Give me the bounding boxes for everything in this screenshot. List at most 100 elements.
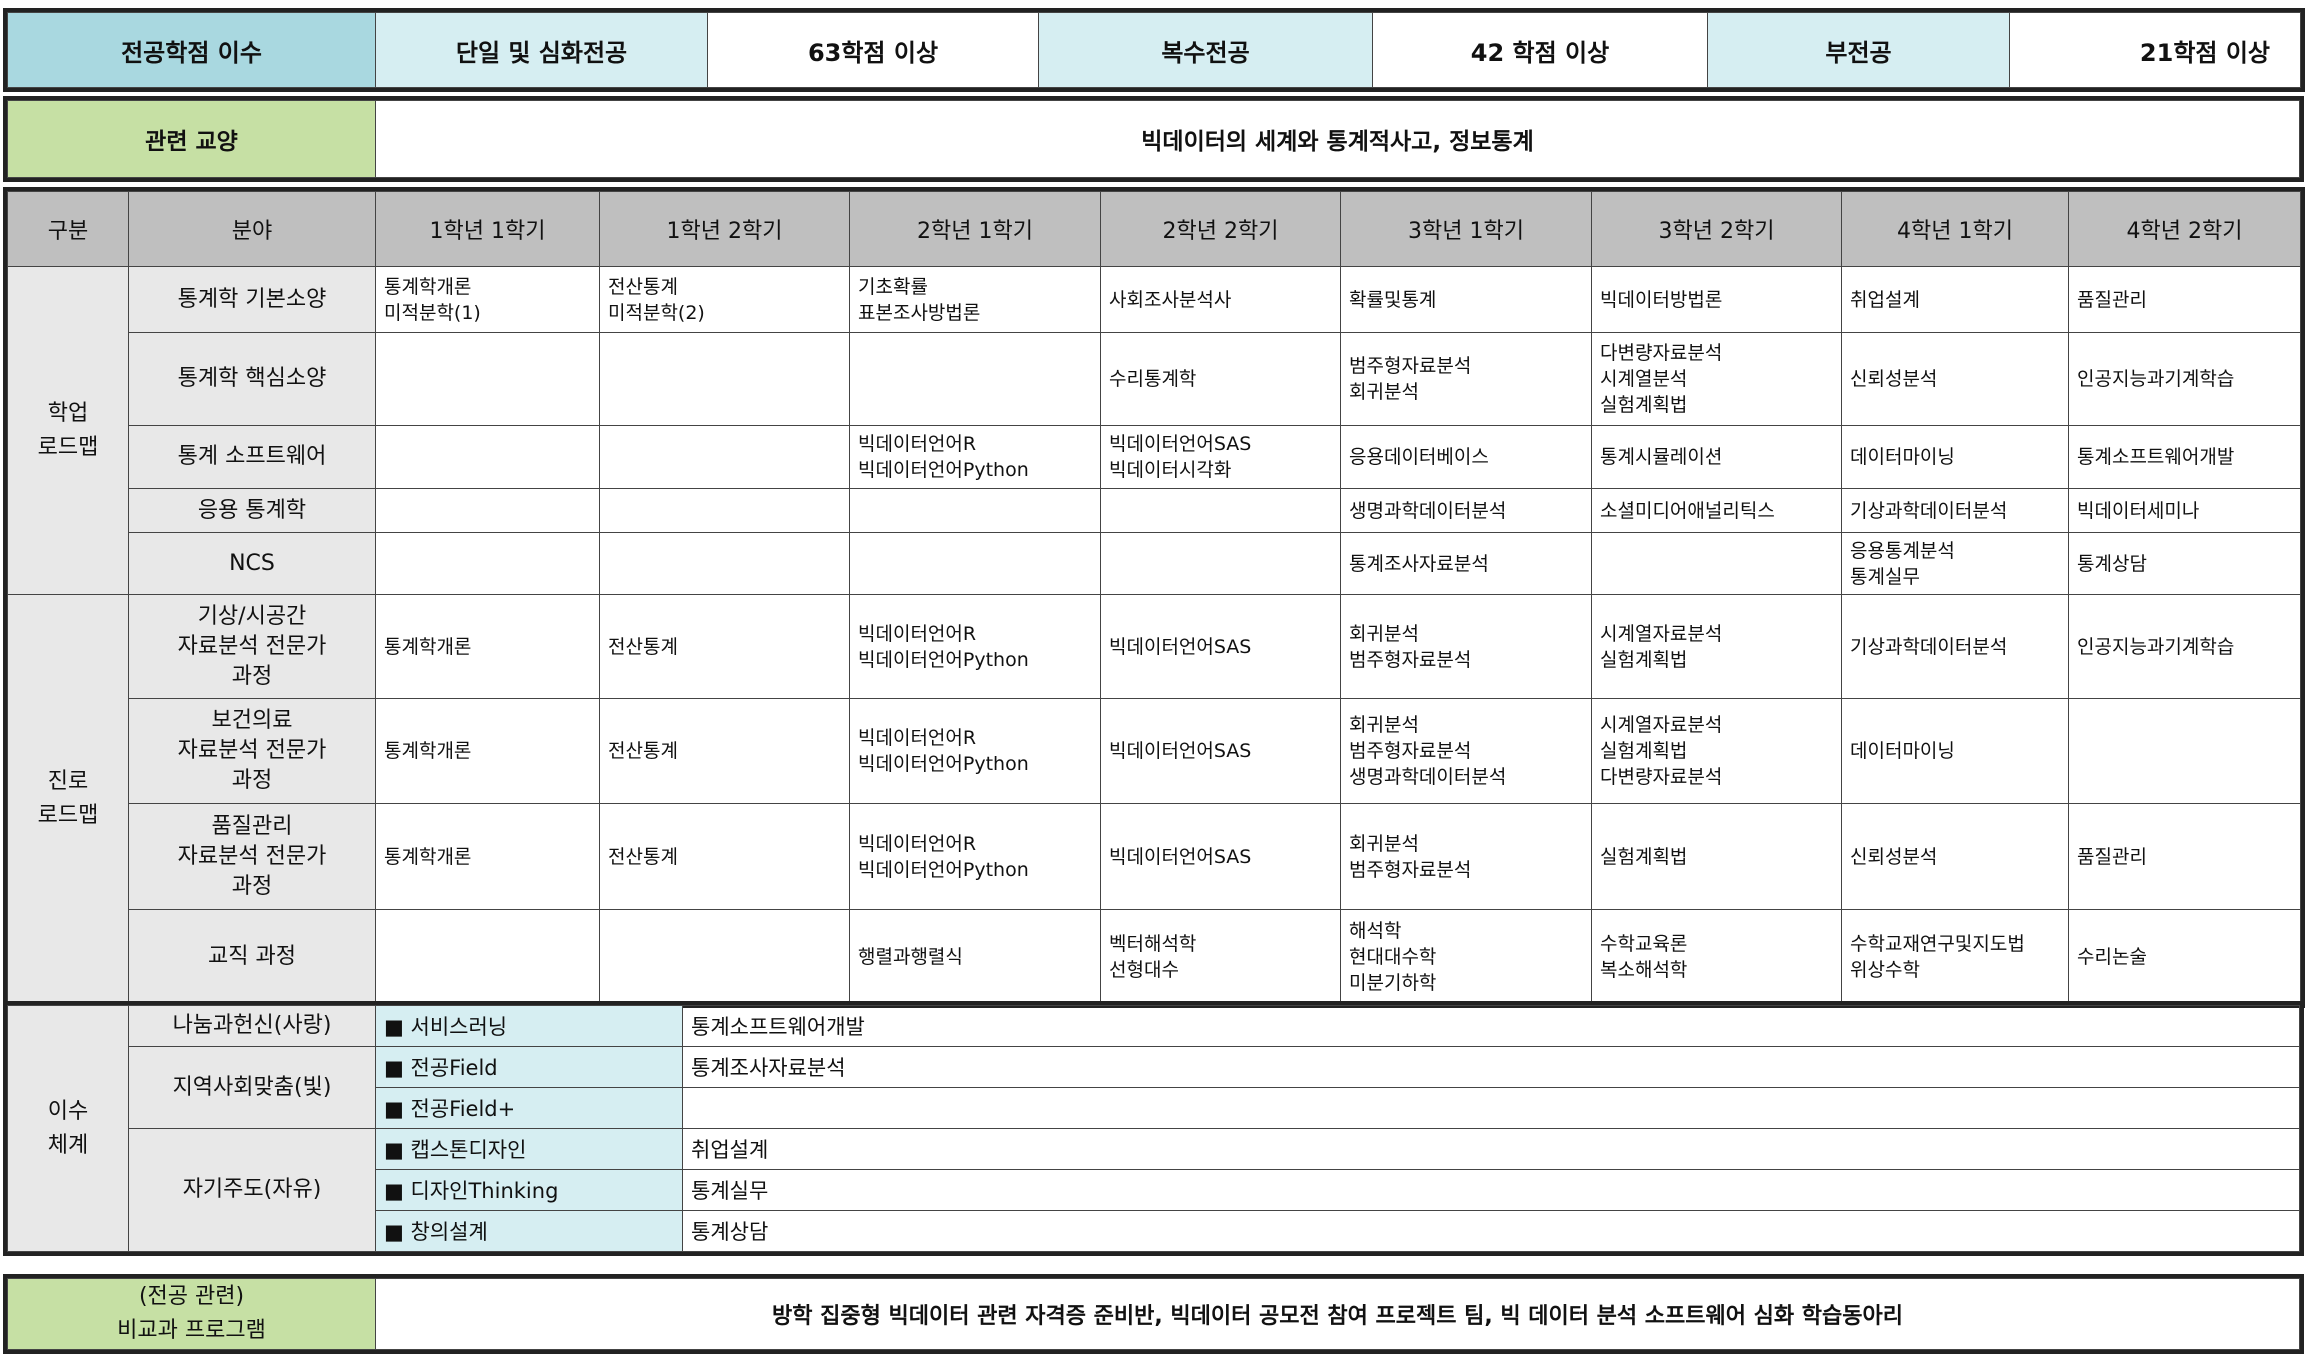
course-cell: 행렬과행렬식 [849,909,1101,1004]
extracurricular-label-line: 비교과 프로그램 [117,1318,266,1343]
course-cell: 소셜미디어애널리틱스 [1591,488,1842,533]
course-cell: 빅데이터세미나 [2068,488,2301,533]
cell-line: 통계학 핵심소양 [177,366,327,391]
course-cell [849,532,1101,595]
cell-line: 빅데이터시각화 [1109,459,1232,481]
course-cell: 통계학개론 미적분학(1) [375,266,600,333]
roadmap-row: 교직 과정 행렬과행렬식 벡터해석학 선형대수 해석학 현대대수학 미분기하학 수학교육론 복소… [8,909,2301,1004]
course-cell [375,909,600,1004]
track-program: ■ 캡스톤디자인 [375,1128,683,1170]
field-cell: 통계 소프트웨어 [128,425,376,489]
track-row: 자기주도(자유) ■ 캡스톤디자인 취업설계 [8,1128,2300,1252]
cell-line: 응용데이터베이스 [1349,446,1489,468]
cell-line: 통계학개론 [384,635,472,658]
column-header: 3학년 1학기 [1340,191,1592,267]
column-header: 4학년 2학기 [2068,191,2301,267]
cell-line: 기초확률 [858,275,928,298]
cell-line: 전산통계 [608,275,678,298]
track-category-cell: 이수 체계 [7,1005,129,1252]
cell-line: 기상과학데이터분석 [1850,499,2008,522]
field-cell: 통계학 핵심소양 [128,332,376,426]
track-program: ■ 디자인Thinking [375,1169,683,1211]
field-cell: 보건의료 자료분석 전문가 과정 [128,698,376,804]
cell-line: 진로 [47,769,89,794]
cell-line: 생명과학데이터분석 [1349,766,1507,788]
cell-line: 응용통계분석 [1850,539,1955,562]
course-cell [599,532,850,595]
cell-line: 기상/시공간 [197,603,307,629]
cell-line: 확률및통계 [1349,288,1437,311]
cell-line: 과정 [231,663,273,689]
cell-line: 데이터마이닝 [1850,740,1955,762]
field-cell: NCS [128,532,376,595]
course-cell: 통계조사자료분석 [1340,532,1592,595]
cell-line: 통계소프트웨어개발 [2077,446,2235,468]
course-cell [1100,532,1341,595]
track-row: ■ 창의설계 통계상담 [8,1210,2300,1252]
cell-line: 사회조사분석사 [1109,288,1232,311]
cell-line: 회귀분석 [1349,622,1419,645]
cell-line: 선형대수 [1109,958,1179,981]
track-program: ■ 전공Field+ [375,1087,683,1129]
credit-value-double: 42 학점 이상 [1372,12,1708,88]
course-cell: 빅데이터방법론 [1591,266,1842,333]
cell-line: 통계조사자료분석 [1349,552,1489,575]
course-cell: 벡터해석학 선형대수 [1100,909,1341,1004]
course-cell: 회귀분석 범주형자료분석 생명과학데이터분석 [1340,698,1592,804]
cell-line: 수학교재연구및지도법 [1850,932,2025,955]
cell-line: 수리논술 [2077,945,2147,968]
column-header: 1학년 2학기 [599,191,850,267]
course-cell: 다변량자료분석 시계열분석 실험계획법 [1591,332,1842,426]
cell-line: 통계실무 [1850,565,1920,588]
cell-line: 복소해석학 [1600,958,1688,981]
course-cell [375,488,600,533]
course-cell: 빅데이터언어SAS [1100,803,1341,910]
credit-type-double: 복수전공 [1038,12,1373,88]
course-cell: 빅데이터언어SAS [1100,594,1341,699]
cell-line: 통계학개론 [384,845,472,868]
cell-line: 통계상담 [2077,552,2147,575]
cell-line: 생명과학데이터분석 [1349,499,1507,522]
cell-line: 교직 과정 [208,943,296,969]
cell-line: 보건의료 [211,708,293,733]
extracurricular-value: 방학 집중형 빅데이터 관련 자격증 준비반, 빅데이터 공모전 참여 프로젝트… [375,1278,2300,1350]
field-cell: 품질관리 자료분석 전문가 과정 [128,803,376,910]
roadmap-row: 응용 통계학 생명과학데이터분석 소셜미디어애널리틱스 기상과학데이터분석 빅데이터세미… [8,488,2301,533]
course-cell: 시계열자료분석 실험계획법 다변량자료분석 [1591,698,1842,804]
cell-line: 범주형자료분석 [1349,648,1472,671]
cell-line: 범주형자료분석 [1349,355,1472,377]
course-cell: 범주형자료분석 회귀분석 [1340,332,1592,426]
extracurricular-row: (전공 관련) 비교과 프로그램 방학 집중형 빅데이터 관련 자격증 준비반,… [7,1278,2300,1350]
extracurricular-table: (전공 관련) 비교과 프로그램 방학 집중형 빅데이터 관련 자격증 준비반,… [3,1274,2304,1354]
category-cell: 진로 로드맵 [7,594,129,1004]
cell-line: 위상수학 [1850,958,1920,981]
cell-line: 통계시뮬레이션 [1600,446,1723,468]
course-cell [1591,532,1842,595]
roadmap-row: 진로 로드맵 기상/시공간 자료분석 전문가 과정 통계학개론 전산통계 빅데이터언어R 빅데이… [7,594,2301,1004]
field-cell: 통계학 기본소양 [128,266,376,333]
course-cell [599,488,850,533]
course-cell: 해석학 현대대수학 미분기하학 [1340,909,1592,1004]
cell-line: 취업설계 [1850,288,1920,311]
course-cell [375,332,600,426]
liberal-row: 관련 교양 빅데이터의 세계와 통계적사고, 정보통계 [7,100,2300,178]
course-cell: 기상과학데이터분석 [1841,594,2069,699]
course-cell: 통계상담 [2068,532,2301,595]
course-cell: 수리통계학 [1100,332,1341,426]
track-row: ■ 디자인Thinking 통계실무 [8,1169,2300,1211]
track-row: 이수 체계 나눔과헌신(사랑) ■ 서비스러닝 통계소프트웨어개발 [7,1005,2300,1252]
course-cell: 빅데이터언어R 빅데이터언어Python [849,803,1101,910]
cell-line: 통계학개론 [384,740,472,762]
cell-line: 빅데이터방법론 [1600,288,1723,311]
cell-line: 범주형자료분석 [1349,740,1472,762]
cell-line: 실험계획법 [1600,845,1688,868]
cell-line: 이수 [47,1098,89,1124]
cell-line: 실험계획법 [1600,394,1688,416]
cell-line: 과정 [231,873,273,899]
cell-line: 회귀분석 [1349,832,1419,855]
track-course: 통계실무 [682,1169,2300,1211]
field-cell: 기상/시공간 자료분석 전문가 과정 [128,594,376,699]
cell-line: 빅데이터언어Python [858,648,1029,671]
